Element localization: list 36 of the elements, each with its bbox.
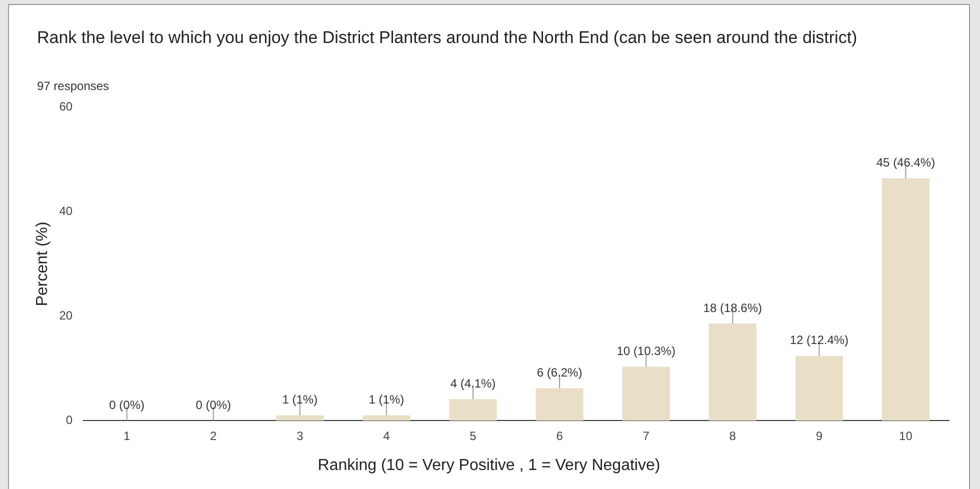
x-tick-label: 5 (470, 429, 477, 444)
bar (708, 323, 756, 421)
x-tick-label: 1 (123, 429, 130, 444)
x-tick-label: 10 (899, 429, 913, 444)
x-tick-label: 4 (383, 429, 390, 444)
y-tick-label: 40 (59, 204, 73, 218)
data-label: 0 (0%) (196, 398, 232, 412)
x-tick-label: 8 (729, 429, 736, 444)
bar (882, 178, 930, 421)
data-label: 12 (12.4%) (790, 333, 849, 348)
bar (622, 366, 670, 421)
x-tick-label: 2 (210, 429, 218, 444)
x-tick-label: 9 (816, 429, 823, 444)
bar (362, 415, 410, 421)
bar (536, 388, 584, 421)
bar (795, 356, 843, 421)
x-tick-label: 7 (642, 429, 650, 444)
x-tick-label: 6 (556, 429, 564, 444)
bar (276, 415, 324, 421)
data-label: 0 (0%) (109, 398, 144, 412)
data-label: 1 (1%) (368, 392, 404, 407)
data-label: 1 (1%) (282, 392, 318, 407)
chart-subtitle: 97 responses (37, 79, 110, 93)
data-label: 6 (6.2%) (536, 366, 582, 380)
data-label: 45 (46.4%) (876, 156, 936, 170)
bar (449, 399, 497, 421)
y-tick-label: 20 (59, 308, 73, 322)
y-tick-label: 60 (59, 100, 73, 114)
data-label: 4 (4.1%) (450, 376, 496, 390)
x-axis-title: Ranking (10 = Very Positive , 1 = Very Negative) (316, 457, 662, 475)
y-axis-title: Percent (%) (34, 222, 52, 306)
chart-title: Rank the level to which you enjoy the District Planters around the North End (can be seen around the district) (37, 27, 858, 49)
x-tick-label: 3 (296, 429, 304, 444)
data-label: 18 (18.6%) (703, 300, 762, 315)
y-tick-label: 0 (66, 412, 73, 427)
data-label: 10 (10.3%) (616, 344, 676, 358)
